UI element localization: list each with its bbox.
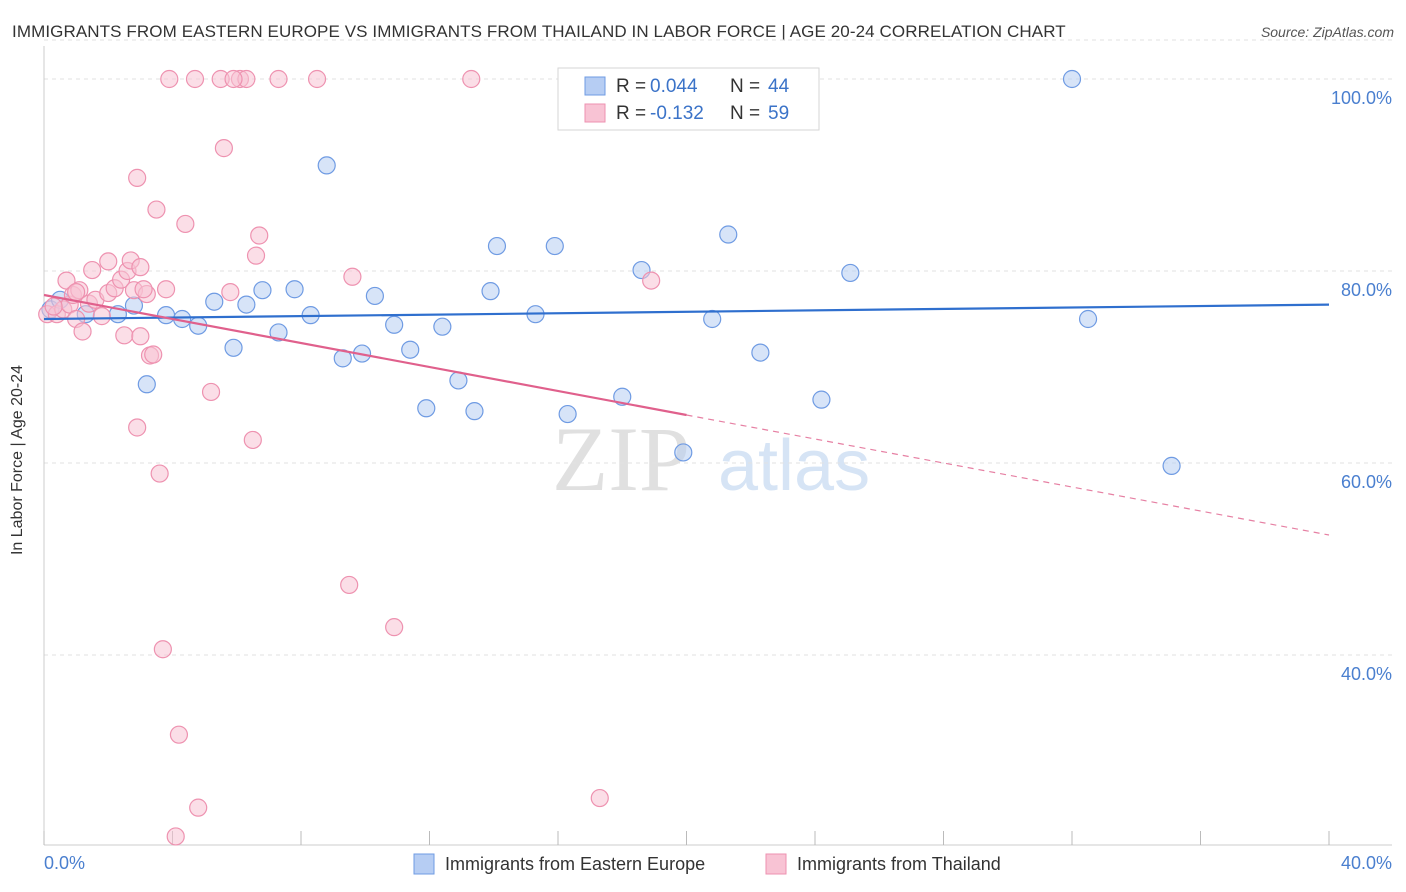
data-point: [613, 387, 632, 406]
stats-n-label: N =: [730, 76, 760, 97]
data-point: [166, 827, 185, 846]
data-point: [176, 214, 195, 234]
data-point: [719, 225, 738, 244]
data-point: [128, 168, 147, 187]
data-point: [250, 226, 269, 245]
trend-line: [43, 293, 687, 417]
trend-line-extension: [686, 414, 1330, 536]
data-point: [269, 323, 288, 342]
data-point: [487, 236, 507, 256]
y-tick-label: 40.0%: [1341, 664, 1392, 684]
data-point: [243, 430, 262, 450]
data-point: [237, 295, 256, 314]
data-point: [205, 292, 224, 311]
legend-swatch: [413, 853, 435, 875]
data-point: [153, 640, 172, 659]
data-point: [147, 200, 166, 219]
data-point: [131, 258, 150, 277]
data-point: [160, 69, 179, 89]
stats-r-value: 0.044: [650, 76, 698, 97]
trend-line: [43, 303, 1330, 321]
data-point: [317, 156, 336, 175]
data-point: [1078, 309, 1098, 329]
data-point: [340, 575, 359, 595]
stats-r-label: R =: [616, 76, 646, 97]
data-point: [224, 338, 243, 357]
data-point: [385, 315, 404, 334]
stats-n-value: 44: [768, 76, 790, 97]
data-point: [674, 443, 693, 462]
data-point: [128, 418, 147, 437]
data-point: [703, 309, 722, 329]
data-point: [285, 280, 304, 299]
data-point: [189, 798, 208, 817]
data-point: [169, 725, 189, 744]
data-point: [481, 282, 500, 301]
data-point: [156, 306, 176, 325]
data-point: [433, 317, 452, 336]
data-point: [99, 252, 118, 271]
data-point: [221, 283, 240, 302]
data-point: [417, 399, 436, 418]
series-thailand: [38, 69, 661, 846]
data-point: [44, 297, 63, 316]
data-point: [751, 343, 770, 362]
watermark-atlas: atlas: [718, 426, 870, 506]
data-point: [214, 139, 233, 158]
data-point: [67, 283, 86, 302]
legend-item: Immigrants from Eastern Europe: [413, 853, 705, 875]
legend-item: Immigrants from Thailand: [765, 853, 1001, 875]
data-point: [590, 788, 609, 808]
data-point: [134, 280, 153, 299]
watermark-zip: ZIP: [552, 408, 690, 510]
data-point: [465, 402, 484, 421]
data-point: [137, 375, 156, 394]
source-credit: Source: ZipAtlas.com: [1260, 24, 1394, 40]
y-tick-label: 60.0%: [1341, 472, 1392, 492]
data-point: [144, 345, 163, 364]
data-point: [131, 327, 150, 346]
data-point: [246, 246, 266, 265]
data-point: [545, 236, 564, 256]
stats-n-label: N =: [730, 103, 760, 124]
data-point: [1062, 69, 1082, 89]
data-point: [1162, 456, 1181, 475]
stats-swatch: [584, 103, 606, 123]
stats-swatch: [584, 76, 606, 96]
stats-r-label: R =: [616, 103, 646, 124]
data-point: [73, 322, 92, 341]
data-point: [385, 618, 404, 637]
stats-n-value: 59: [768, 103, 789, 124]
data-point: [343, 267, 362, 286]
data-point: [401, 340, 420, 359]
x-tick-label: 40.0%: [1341, 853, 1392, 873]
stats-legend-box: R = 0.044 N = 44 R = -0.132 N = 59: [557, 67, 820, 131]
legend-label: Immigrants from Thailand: [797, 854, 1001, 874]
data-point: [558, 404, 577, 424]
stats-r-value: -0.132: [650, 103, 704, 124]
legend-label: Immigrants from Eastern Europe: [445, 854, 705, 874]
y-tick-label: 80.0%: [1341, 280, 1392, 300]
data-point: [642, 271, 661, 290]
legend-swatch: [765, 853, 787, 875]
data-point: [185, 69, 205, 89]
data-point: [150, 464, 169, 483]
data-point: [156, 280, 176, 299]
data-point: [253, 281, 272, 300]
data-point: [92, 307, 111, 326]
data-point: [201, 382, 221, 402]
y-tick-label: 100.0%: [1331, 88, 1392, 108]
data-point: [269, 69, 288, 89]
chart-title: IMMIGRANTS FROM EASTERN EUROPE VS IMMIGR…: [12, 22, 1066, 41]
data-point: [462, 69, 481, 89]
data-point: [365, 286, 384, 306]
data-point: [812, 390, 831, 409]
data-point: [841, 263, 860, 283]
data-point: [115, 326, 134, 345]
data-point: [224, 69, 243, 89]
data-point: [307, 69, 327, 89]
data-point: [83, 260, 102, 280]
x-tick-label: 0.0%: [44, 853, 85, 873]
